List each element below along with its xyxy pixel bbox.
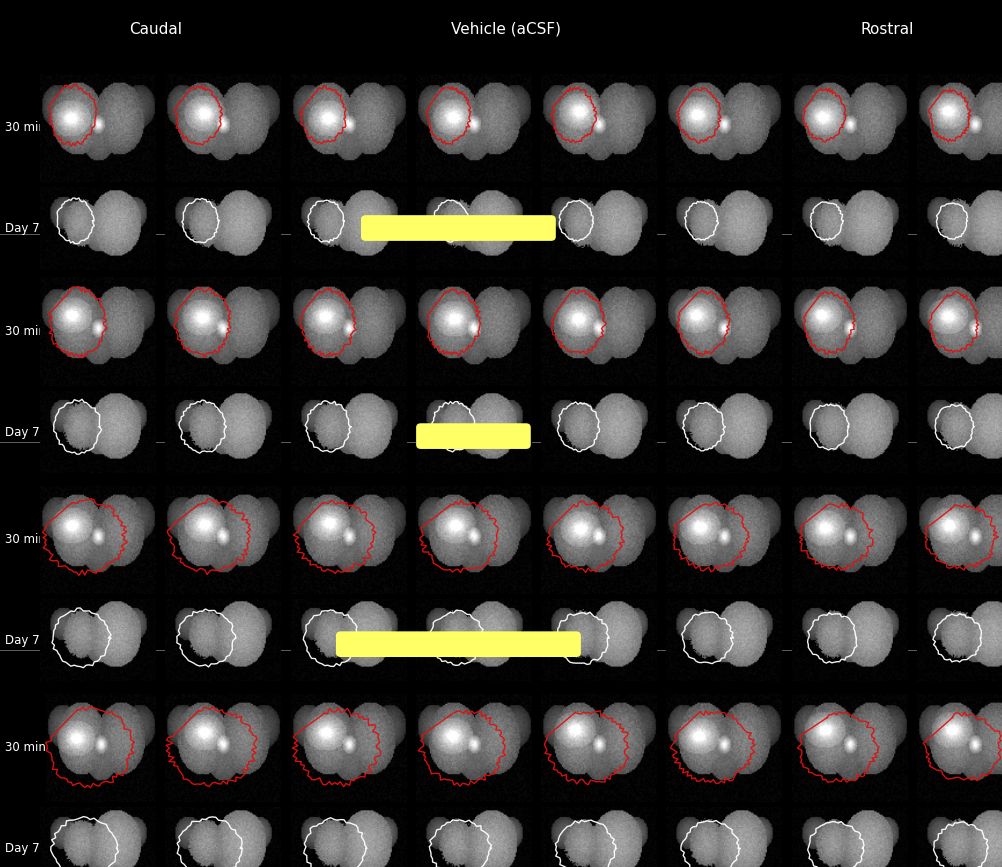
Text: Day 7: Day 7	[5, 426, 40, 439]
Text: 30 min: 30 min	[5, 325, 46, 338]
Text: Caudal: Caudal	[129, 22, 181, 36]
FancyBboxPatch shape	[362, 216, 555, 240]
Text: Day 7: Day 7	[5, 634, 40, 647]
Text: Day 7: Day 7	[5, 842, 40, 855]
Text: 30 min: 30 min	[5, 533, 46, 546]
Text: Day 7: Day 7	[5, 222, 40, 235]
Text: 30 min: 30 min	[5, 121, 46, 134]
FancyBboxPatch shape	[417, 424, 530, 448]
FancyBboxPatch shape	[337, 632, 580, 656]
Text: Rostral: Rostral	[860, 22, 914, 36]
Text: 30 min: 30 min	[5, 741, 46, 754]
Text: Vehicle (aCSF): Vehicle (aCSF)	[451, 22, 561, 36]
